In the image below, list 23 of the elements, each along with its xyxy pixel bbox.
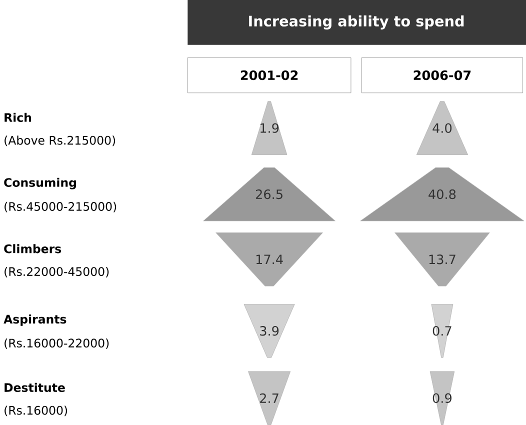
text: 2001-02 [240, 70, 298, 80]
data-label: 26.5 [256, 189, 282, 200]
data-label: 4.0 [432, 123, 452, 133]
data-label: 0.7 [432, 326, 452, 336]
text: 2006-07 [414, 70, 471, 80]
data-label: 3.9 [260, 326, 279, 336]
data-label: 13.7 [429, 254, 456, 264]
text: (Rs.45000-215000) [4, 202, 116, 212]
data-label: 0.9 [432, 393, 452, 403]
text: (Above Rs.215000) [4, 136, 116, 146]
text: Increasing ability to spend [249, 15, 464, 30]
data-label: 17.4 [256, 254, 283, 264]
category-label: Climbers [4, 244, 62, 254]
category-label: Destitute [4, 382, 65, 392]
data-label: 1.9 [260, 123, 279, 133]
text: (Rs.16000) [4, 406, 68, 416]
category-label: Consuming [4, 178, 76, 190]
text: (Rs.16000-22000) [4, 338, 109, 349]
text: (Rs.22000-45000) [4, 266, 109, 278]
data-label: 40.8 [428, 189, 456, 200]
category-label: Aspirants [4, 314, 66, 326]
data-label: 2.7 [260, 393, 278, 403]
category-label: Rich [4, 112, 32, 122]
